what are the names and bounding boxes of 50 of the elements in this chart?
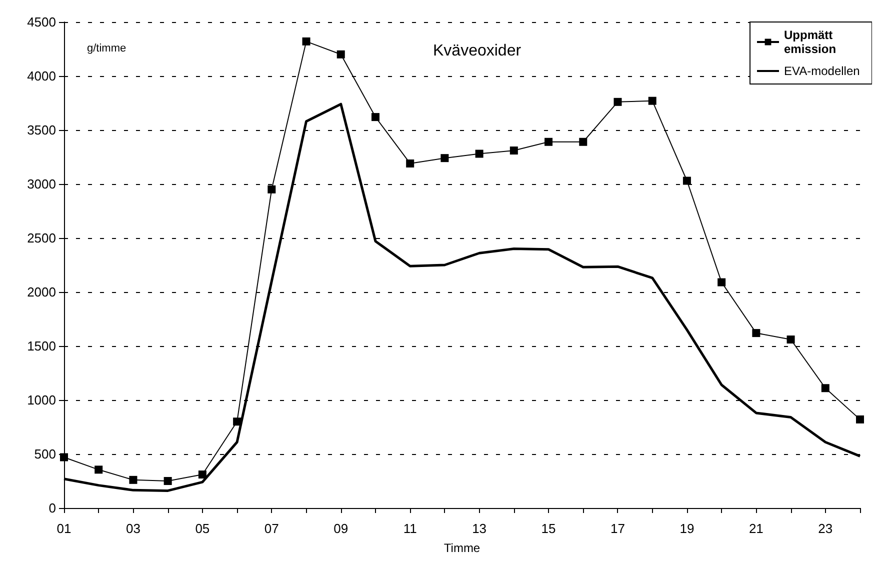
point [164, 477, 172, 485]
x-tick-label: 19 [680, 521, 694, 536]
x-tick-label: 11 [403, 521, 417, 536]
y-tick-label: 4000 [27, 68, 56, 84]
x-tick-label: 13 [472, 521, 487, 536]
y-tick-label: 1000 [27, 392, 56, 408]
y-axis-title: g/timme [87, 42, 126, 54]
legend-label: Uppmätt emission [784, 28, 836, 56]
x-tick-label: 01 [56, 521, 72, 536]
legend-label: EVA-modellen [784, 64, 860, 78]
point [268, 185, 276, 194]
point [510, 146, 518, 155]
point [718, 278, 726, 286]
y-tick-label: 4500 [27, 14, 56, 30]
y-tick-label: 3500 [27, 122, 56, 138]
x-tick-label: 23 [818, 521, 833, 536]
text: Kväveoxider [433, 42, 522, 60]
point [682, 176, 691, 185]
point [614, 98, 622, 106]
y-tick-label: 0 [48, 500, 56, 516]
y-tick-label: 500 [34, 446, 56, 462]
point [786, 336, 795, 344]
x-tick-label: 15 [541, 521, 556, 536]
x-tick-label: 21 [748, 521, 764, 536]
point [406, 159, 414, 168]
y-tick-label: 2500 [27, 230, 56, 246]
point [371, 113, 380, 122]
point [648, 96, 656, 105]
point [233, 418, 242, 426]
point [302, 37, 310, 46]
point [475, 150, 484, 158]
point [440, 154, 449, 162]
y-tick-label: 1500 [27, 338, 56, 354]
point [752, 329, 760, 338]
point [198, 470, 206, 479]
point [579, 138, 588, 146]
y-tick-label: 3000 [27, 176, 56, 192]
x-axis-title: Timme [444, 541, 480, 555]
point [94, 466, 103, 474]
point [129, 476, 138, 484]
x-tick-label: 03 [126, 521, 140, 536]
point [336, 50, 345, 58]
y-tick-label: 2000 [27, 284, 56, 300]
point [856, 415, 864, 424]
x-tick-label: 09 [334, 521, 348, 536]
x-tick-label: 07 [264, 521, 279, 536]
x-tick-label: 05 [195, 521, 210, 536]
point [544, 138, 553, 146]
point [821, 384, 830, 392]
x-tick-label: 17 [610, 521, 625, 536]
